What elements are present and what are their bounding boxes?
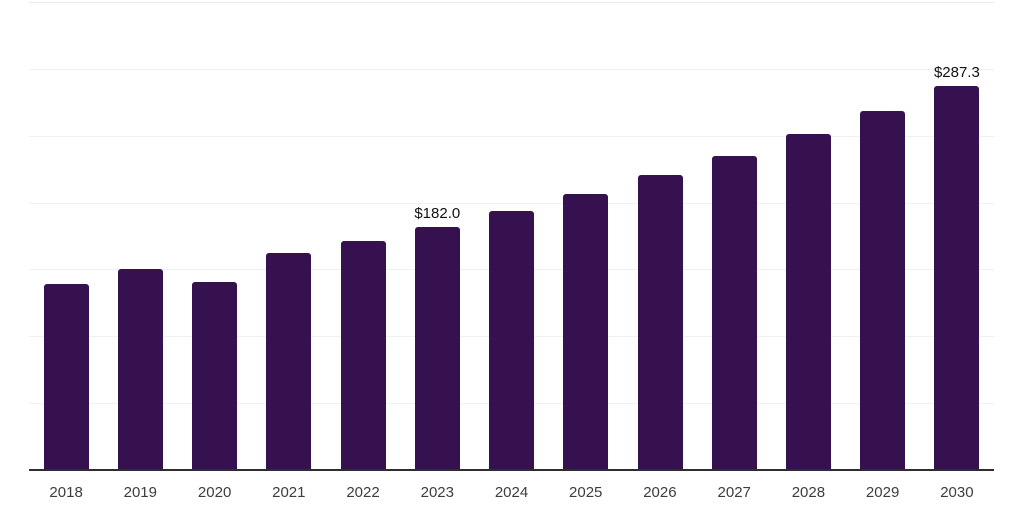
x-tick-2027: 2027 bbox=[717, 484, 751, 501]
x-tick-2029: 2029 bbox=[865, 484, 900, 501]
bar-2025[interactable] bbox=[563, 193, 609, 470]
bar-2022[interactable] bbox=[340, 241, 386, 470]
x-tick-2021: 2021 bbox=[272, 484, 306, 501]
bar-2021[interactable] bbox=[266, 252, 312, 470]
x-tick-2028: 2028 bbox=[791, 484, 826, 501]
value-label-2030: $287.3 bbox=[933, 63, 980, 81]
bar-2018[interactable] bbox=[43, 283, 89, 470]
gridline-200 bbox=[29, 203, 994, 204]
bar-2029[interactable] bbox=[860, 111, 906, 470]
bar-2028[interactable] bbox=[785, 133, 831, 470]
x-tick-2025: 2025 bbox=[569, 484, 603, 501]
x-tick-2024: 2024 bbox=[494, 484, 529, 501]
x-tick-2018: 2018 bbox=[49, 484, 83, 501]
bar-2027[interactable] bbox=[711, 155, 757, 470]
bar-2030[interactable] bbox=[934, 85, 980, 470]
x-tick-2023: 2023 bbox=[420, 484, 454, 501]
x-tick-2026: 2026 bbox=[643, 484, 677, 501]
x-tick-2020: 2020 bbox=[197, 484, 232, 501]
value-label-2023: $182.0 bbox=[414, 204, 461, 222]
x-tick-2022: 2022 bbox=[346, 484, 380, 501]
x-axis-line bbox=[29, 469, 994, 471]
bar-2019[interactable] bbox=[117, 268, 163, 470]
bar-2024[interactable] bbox=[489, 210, 534, 470]
gridline-350 bbox=[29, 2, 994, 3]
bar-2026[interactable] bbox=[637, 175, 683, 470]
x-tick-2030: 2030 bbox=[940, 484, 974, 501]
gridline-250 bbox=[29, 136, 994, 137]
x-tick-2019: 2019 bbox=[123, 484, 157, 501]
bar-2023[interactable] bbox=[414, 226, 460, 470]
gridline-300 bbox=[29, 69, 994, 70]
bar-2020[interactable] bbox=[192, 282, 238, 470]
